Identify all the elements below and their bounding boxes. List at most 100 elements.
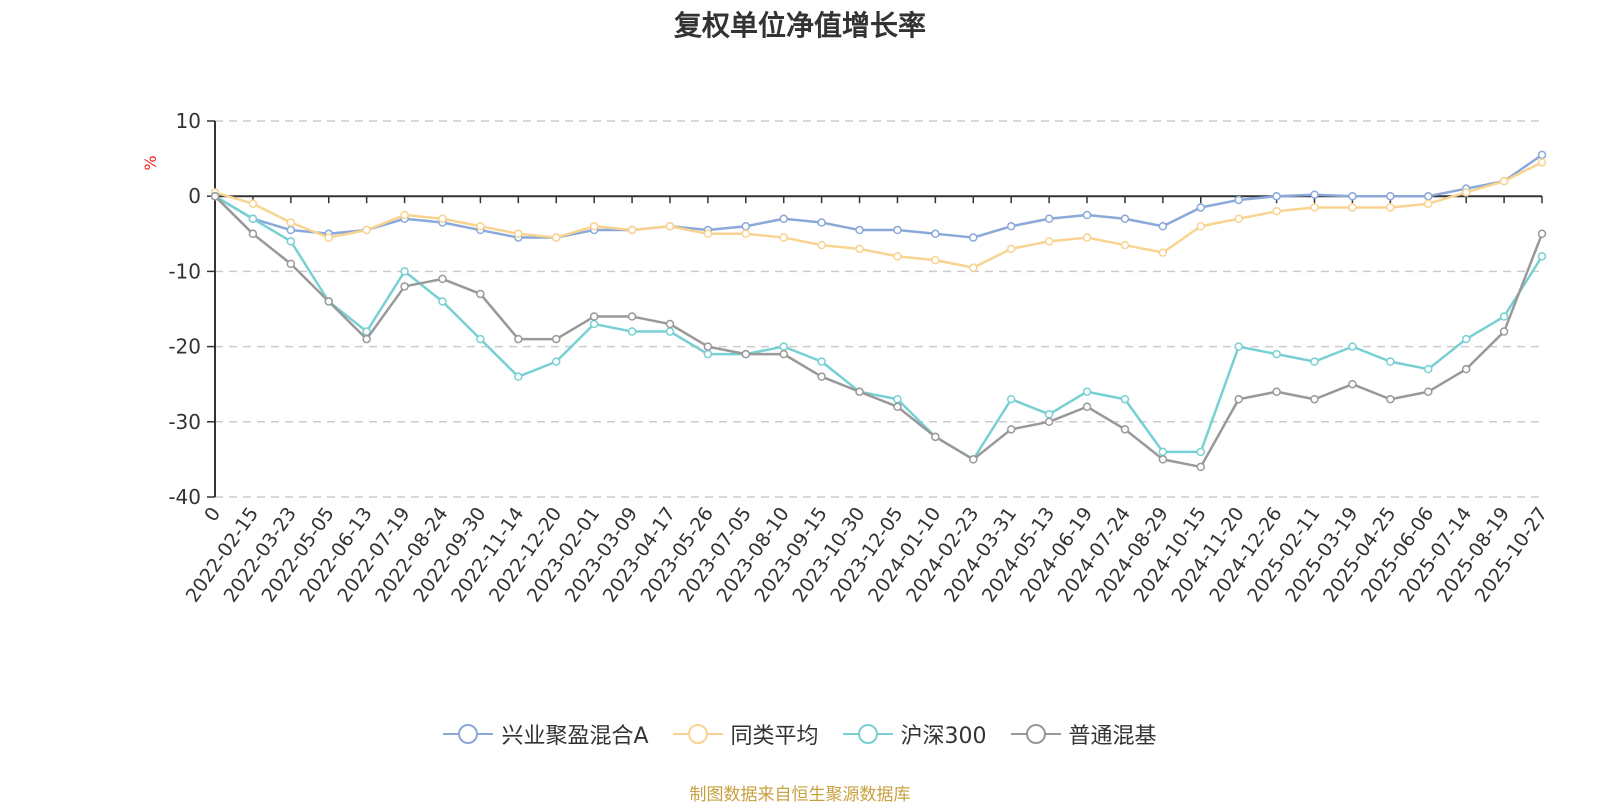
data-point[interactable] bbox=[1044, 410, 1054, 419]
data-point[interactable] bbox=[400, 282, 409, 291]
data-point[interactable] bbox=[703, 342, 713, 351]
data-point[interactable] bbox=[969, 263, 978, 272]
data-point[interactable] bbox=[476, 289, 485, 299]
data-point[interactable] bbox=[1234, 195, 1243, 205]
data-point[interactable] bbox=[1537, 229, 1547, 239]
data-point[interactable] bbox=[1082, 387, 1092, 396]
data-point[interactable] bbox=[514, 334, 523, 344]
data-point[interactable] bbox=[248, 229, 258, 239]
data-point[interactable] bbox=[893, 225, 902, 235]
data-point[interactable] bbox=[514, 372, 523, 381]
data-point[interactable] bbox=[1424, 199, 1433, 208]
data-point[interactable] bbox=[893, 252, 902, 261]
data-point[interactable] bbox=[1006, 394, 1016, 404]
data-point[interactable] bbox=[324, 233, 333, 242]
data-point[interactable] bbox=[1044, 417, 1054, 427]
data-point[interactable] bbox=[324, 297, 333, 306]
data-point[interactable] bbox=[1348, 342, 1357, 351]
data-point[interactable] bbox=[969, 233, 978, 242]
data-point[interactable] bbox=[627, 327, 637, 336]
legend-item-csi300[interactable]: 沪深300 bbox=[842, 718, 987, 750]
data-point[interactable] bbox=[1310, 190, 1319, 199]
data-point[interactable] bbox=[703, 349, 713, 359]
data-point[interactable] bbox=[551, 334, 561, 344]
data-point[interactable] bbox=[1120, 214, 1130, 224]
data-point[interactable] bbox=[1234, 214, 1243, 224]
data-point[interactable] bbox=[627, 312, 637, 321]
data-point[interactable] bbox=[1537, 158, 1547, 167]
data-point[interactable] bbox=[1196, 203, 1206, 212]
data-point[interactable] bbox=[514, 229, 523, 239]
data-point[interactable] bbox=[1537, 252, 1547, 261]
data-point[interactable] bbox=[1348, 379, 1357, 389]
data-point[interactable] bbox=[1310, 203, 1319, 212]
data-point[interactable] bbox=[779, 349, 788, 359]
data-point[interactable] bbox=[627, 225, 637, 235]
data-point[interactable] bbox=[1348, 203, 1357, 212]
data-point[interactable] bbox=[779, 342, 788, 351]
legend-item-mixed-fund[interactable]: 普通混基 bbox=[1010, 718, 1157, 750]
data-point[interactable] bbox=[893, 394, 902, 404]
data-point[interactable] bbox=[1386, 357, 1395, 366]
data-point[interactable] bbox=[1158, 248, 1168, 257]
legend-item-peer-average[interactable]: 同类平均 bbox=[672, 718, 819, 750]
data-point[interactable] bbox=[1006, 425, 1016, 434]
data-point[interactable] bbox=[931, 432, 940, 442]
data-point[interactable] bbox=[551, 357, 561, 366]
data-point[interactable] bbox=[589, 319, 599, 329]
data-point[interactable] bbox=[1310, 357, 1319, 366]
data-point[interactable] bbox=[1158, 455, 1168, 464]
data-point[interactable] bbox=[1499, 176, 1509, 186]
data-point[interactable] bbox=[551, 233, 561, 242]
data-point[interactable] bbox=[1272, 349, 1281, 359]
data-point[interactable] bbox=[1386, 203, 1395, 212]
data-point[interactable] bbox=[855, 387, 864, 396]
data-point[interactable] bbox=[703, 229, 713, 239]
data-point[interactable] bbox=[589, 222, 599, 231]
data-point[interactable] bbox=[1272, 387, 1281, 396]
data-point[interactable] bbox=[476, 222, 485, 231]
data-point[interactable] bbox=[400, 210, 409, 220]
data-point[interactable] bbox=[969, 455, 978, 464]
data-point[interactable] bbox=[1120, 394, 1130, 404]
data-point[interactable] bbox=[400, 267, 409, 276]
data-point[interactable] bbox=[1424, 387, 1433, 396]
data-point[interactable] bbox=[779, 214, 788, 224]
data-point[interactable] bbox=[286, 218, 296, 227]
data-point[interactable] bbox=[817, 372, 826, 381]
data-point[interactable] bbox=[855, 244, 864, 254]
data-point[interactable] bbox=[1196, 462, 1206, 472]
data-point[interactable] bbox=[362, 225, 371, 235]
data-point[interactable] bbox=[1424, 364, 1433, 374]
data-point[interactable] bbox=[1461, 334, 1471, 344]
data-point[interactable] bbox=[286, 237, 296, 246]
data-point[interactable] bbox=[1461, 188, 1471, 197]
data-point[interactable] bbox=[1158, 222, 1168, 231]
data-point[interactable] bbox=[931, 255, 940, 265]
data-point[interactable] bbox=[1272, 206, 1281, 216]
data-point[interactable] bbox=[589, 312, 599, 321]
data-point[interactable] bbox=[362, 334, 371, 344]
data-point[interactable] bbox=[1234, 342, 1243, 351]
data-point[interactable] bbox=[1499, 312, 1509, 321]
data-point[interactable] bbox=[665, 222, 675, 231]
data-point[interactable] bbox=[665, 327, 675, 336]
data-point[interactable] bbox=[248, 199, 258, 208]
data-point[interactable] bbox=[286, 259, 296, 269]
data-point[interactable] bbox=[1044, 214, 1054, 224]
data-point[interactable] bbox=[1196, 222, 1206, 231]
data-point[interactable] bbox=[1348, 191, 1357, 201]
data-point[interactable] bbox=[1082, 210, 1092, 220]
data-point[interactable] bbox=[1386, 394, 1395, 404]
data-point[interactable] bbox=[1537, 150, 1547, 160]
data-point[interactable] bbox=[210, 191, 220, 201]
data-point[interactable] bbox=[855, 225, 864, 235]
data-point[interactable] bbox=[1120, 425, 1130, 434]
data-point[interactable] bbox=[476, 334, 485, 344]
data-point[interactable] bbox=[1120, 240, 1130, 250]
data-point[interactable] bbox=[1461, 364, 1471, 374]
data-point[interactable] bbox=[741, 349, 751, 359]
data-point[interactable] bbox=[817, 357, 826, 366]
data-point[interactable] bbox=[438, 297, 447, 306]
data-point[interactable] bbox=[1082, 402, 1092, 412]
